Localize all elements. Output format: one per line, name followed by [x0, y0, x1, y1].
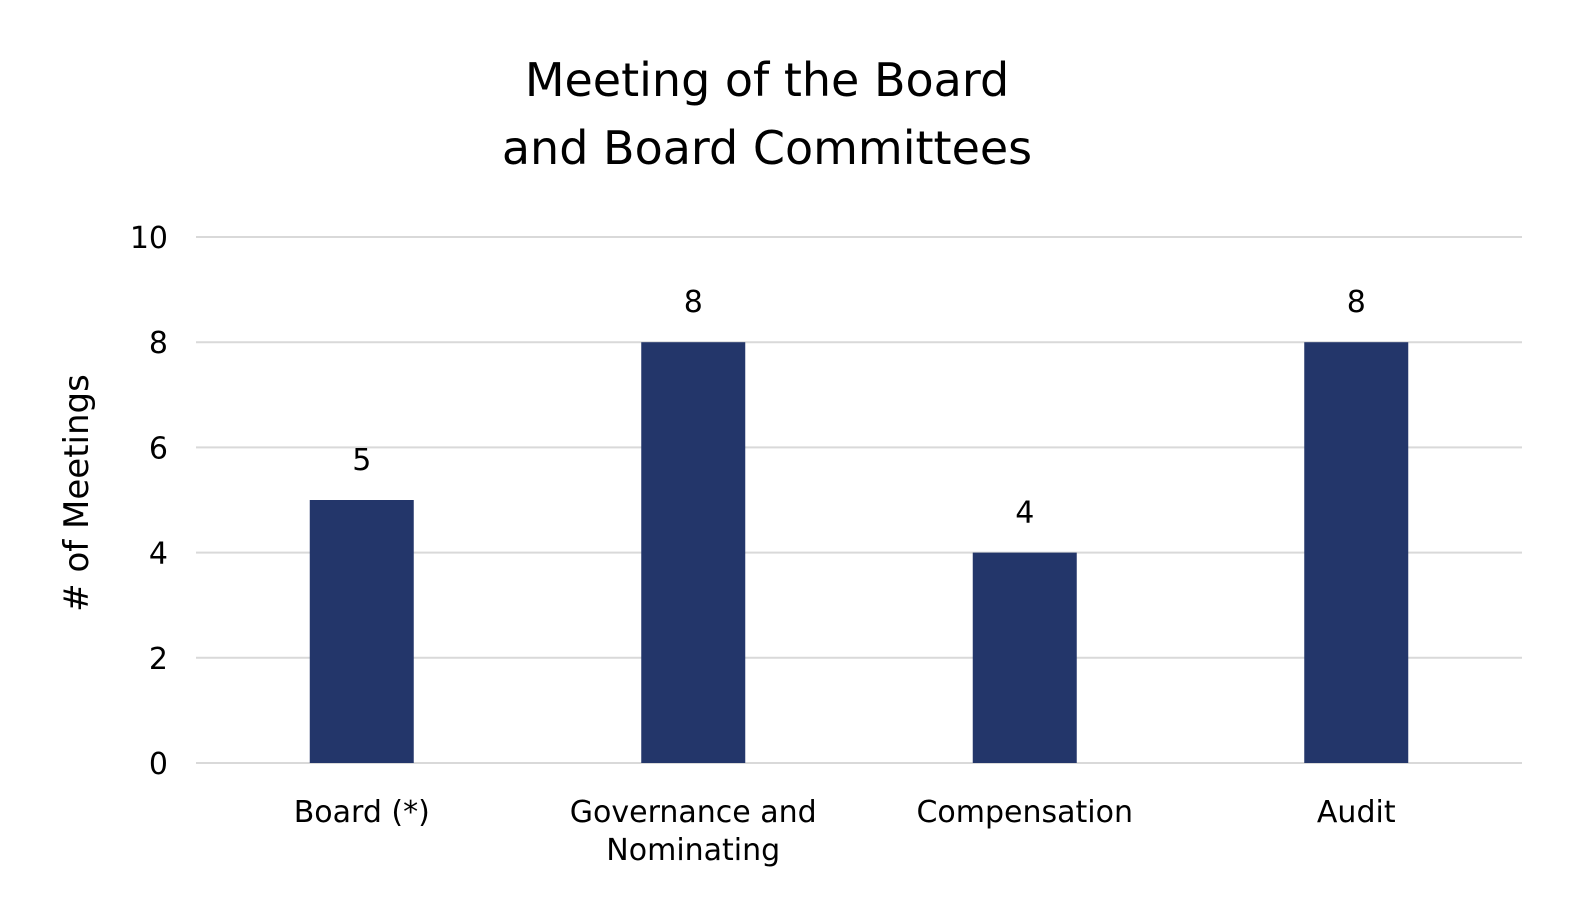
- y-axis-label: # of Meetings: [57, 374, 97, 612]
- chart-title-line-1: Meeting of the Board: [524, 53, 1010, 107]
- data-label-0: 5: [352, 443, 371, 478]
- y-tick-label-2: 2: [149, 642, 168, 677]
- bar-3: [1304, 342, 1409, 763]
- y-tick-label-0: 0: [149, 747, 168, 782]
- x-tick-label-1-line-1: Nominating: [606, 833, 780, 868]
- x-tick-label-1-line-0: Governance and: [570, 795, 817, 830]
- y-tick-label-10: 10: [130, 221, 168, 256]
- bar-2: [972, 552, 1077, 763]
- x-tick-label-0: Board (*): [294, 795, 430, 830]
- chart-title-line-2: and Board Committees: [501, 121, 1033, 175]
- x-tick-label-2: Compensation: [916, 795, 1133, 830]
- data-label-2: 4: [1015, 496, 1034, 531]
- y-tick-label-8: 8: [149, 326, 168, 361]
- data-label-1: 8: [684, 285, 703, 320]
- x-tick-label-3: Audit: [1317, 795, 1396, 830]
- y-tick-label-4: 4: [149, 537, 168, 572]
- bar-1: [641, 342, 746, 763]
- bar-0: [309, 500, 414, 763]
- y-tick-label-6: 6: [149, 431, 168, 466]
- data-label-3: 8: [1347, 285, 1366, 320]
